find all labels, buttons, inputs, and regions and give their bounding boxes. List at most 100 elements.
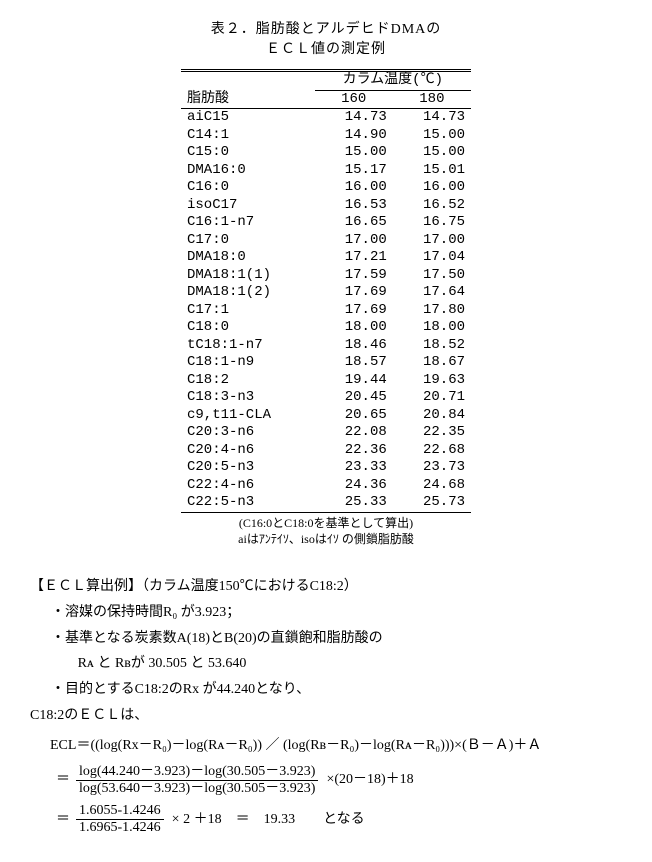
ecl-value-180: 20.71 (393, 389, 471, 407)
table-row: C17:117.6917.80 (181, 302, 471, 320)
table-row: C16:1-n716.6516.75 (181, 214, 471, 232)
fatty-acid-name: DMA18:0 (181, 249, 315, 267)
fatty-acid-name: DMA18:1(1) (181, 267, 315, 285)
ecl-value-180: 18.67 (393, 354, 471, 372)
fatty-acid-name: tC18:1-n7 (181, 337, 315, 355)
ecl-value-160: 15.00 (315, 144, 393, 162)
table-footnote: (C16:0とC18:0を基準として算出) aiはｱﾝﾃｲｿ、isoはｲｿ の側… (181, 515, 471, 547)
ecl-table-wrapper: 脂肪酸 カラム温度(℃) 160 180 aiC1514.7314.73C14:… (181, 69, 471, 547)
ecl-value-160: 19.44 (315, 372, 393, 390)
ecl-value-180: 17.64 (393, 284, 471, 302)
fatty-acid-name: C17:1 (181, 302, 315, 320)
ecl-value-180: 17.00 (393, 232, 471, 250)
ecl-value-180: 22.68 (393, 442, 471, 460)
table-row: C17:017.0017.00 (181, 232, 471, 250)
table-row: C20:3-n622.0822.35 (181, 424, 471, 442)
equals-sign: ＝ (50, 808, 76, 832)
table-row: C20:4-n622.3622.68 (181, 442, 471, 460)
col-header-180: 180 (393, 90, 471, 109)
frac2-tail: × 2 ＋18 ＝ 19.33 となる (172, 808, 365, 832)
table-title: 表２．脂肪酸とアルデヒドDMAの ＥＣＬ値の測定例 (30, 20, 622, 59)
formula-step-2: ＝ 1.6055-1.4246 1.6965-1.4246 × 2 ＋18 ＝ … (50, 803, 622, 836)
fraction-2: 1.6055-1.4246 1.6965-1.4246 (76, 803, 164, 836)
table-row: C18:018.0018.00 (181, 319, 471, 337)
table-row: tC18:1-n718.4618.52 (181, 337, 471, 355)
ecl-value-180: 19.63 (393, 372, 471, 390)
ecl-value-180: 25.73 (393, 494, 471, 512)
frac2-num: 1.6055-1.4246 (76, 803, 164, 820)
title-line-1: 表２．脂肪酸とアルデヒドDMAの (211, 22, 442, 37)
ecl-value-160: 17.00 (315, 232, 393, 250)
ecl-value-160: 24.36 (315, 477, 393, 495)
fatty-acid-name: C18:2 (181, 372, 315, 390)
row-header: 脂肪酸 (181, 71, 315, 109)
ecl-table: 脂肪酸 カラム温度(℃) 160 180 aiC1514.7314.73C14:… (181, 69, 471, 513)
fatty-acid-name: isoC17 (181, 197, 315, 215)
ecl-value-180: 17.50 (393, 267, 471, 285)
ecl-value-160: 16.65 (315, 214, 393, 232)
table-row: C20:5-n323.3323.73 (181, 459, 471, 477)
footnote-1: (C16:0とC18:0を基準として算出) (239, 516, 413, 530)
ecl-value-180: 20.84 (393, 407, 471, 425)
fatty-acid-name: DMA18:1(2) (181, 284, 315, 302)
ecl-value-160: 25.33 (315, 494, 393, 512)
table-row: C18:219.4419.63 (181, 372, 471, 390)
ecl-value-180: 16.00 (393, 179, 471, 197)
table-row: C18:1-n918.5718.67 (181, 354, 471, 372)
table-row: DMA16:015.1715.01 (181, 162, 471, 180)
ecl-value-180: 22.35 (393, 424, 471, 442)
fatty-acid-name: C22:5-n3 (181, 494, 315, 512)
fatty-acid-name: c9,t11-CLA (181, 407, 315, 425)
equals-sign: ＝ (50, 768, 76, 792)
fatty-acid-name: C18:3-n3 (181, 389, 315, 407)
table-row: C14:114.9015.00 (181, 127, 471, 145)
fatty-acid-name: C20:5-n3 (181, 459, 315, 477)
fatty-acid-name: C16:1-n7 (181, 214, 315, 232)
ecl-value-180: 14.73 (393, 109, 471, 127)
calc-l3: ・目的とするC18:2のRx が44.240となり、 (30, 678, 622, 702)
table-row: isoC1716.5316.52 (181, 197, 471, 215)
ecl-value-180: 17.80 (393, 302, 471, 320)
frac1-den: log(53.640－3.923)－log(30.505－3.923) (76, 781, 318, 797)
table-row: C15:015.0015.00 (181, 144, 471, 162)
frac2-den: 1.6965-1.4246 (76, 820, 164, 836)
col-header-160: 160 (315, 90, 393, 109)
ecl-value-180: 15.00 (393, 144, 471, 162)
ecl-value-180: 16.75 (393, 214, 471, 232)
table-row: DMA18:1(1)17.5917.50 (181, 267, 471, 285)
ecl-value-160: 17.69 (315, 302, 393, 320)
ecl-value-160: 20.65 (315, 407, 393, 425)
calc-l1: ・溶媒の保持時間R₀ が3.923； (30, 601, 622, 625)
ecl-value-160: 14.90 (315, 127, 393, 145)
table-row: DMA18:1(2)17.6917.64 (181, 284, 471, 302)
fraction-1: log(44.240－3.923)－log(30.505－3.923) log(… (76, 764, 318, 797)
table-row: C18:3-n320.4520.71 (181, 389, 471, 407)
ecl-value-180: 15.01 (393, 162, 471, 180)
ecl-value-180: 15.00 (393, 127, 471, 145)
footnote-2: aiはｱﾝﾃｲｿ、isoはｲｿ の側鎖脂肪酸 (238, 532, 414, 546)
fatty-acid-name: C22:4-n6 (181, 477, 315, 495)
ecl-value-160: 17.69 (315, 284, 393, 302)
fatty-acid-name: DMA16:0 (181, 162, 315, 180)
calc-example: 【ＥＣＬ算出例】（カラム温度150℃におけるC18:2） ・溶媒の保持時間R₀ … (30, 575, 622, 836)
ecl-value-160: 18.57 (315, 354, 393, 372)
fatty-acid-name: C20:3-n6 (181, 424, 315, 442)
ecl-value-160: 15.17 (315, 162, 393, 180)
table-row: C16:016.0016.00 (181, 179, 471, 197)
ecl-value-160: 20.45 (315, 389, 393, 407)
fatty-acid-name: C20:4-n6 (181, 442, 315, 460)
formula-step-1: ＝ log(44.240－3.923)－log(30.505－3.923) lo… (50, 764, 622, 797)
ecl-value-160: 17.59 (315, 267, 393, 285)
table-row: C22:5-n325.3325.73 (181, 494, 471, 512)
table-row: C22:4-n624.3624.68 (181, 477, 471, 495)
frac1-tail: ×(20－18)＋18 (326, 768, 413, 792)
fatty-acid-name: C18:0 (181, 319, 315, 337)
fatty-acid-name: C15:0 (181, 144, 315, 162)
table-row: aiC1514.7314.73 (181, 109, 471, 127)
ecl-value-180: 24.68 (393, 477, 471, 495)
calc-l2b: Rᴀ と Rʙが 30.505 と 53.640 (30, 652, 622, 676)
ecl-value-180: 18.52 (393, 337, 471, 355)
fatty-acid-name: aiC15 (181, 109, 315, 127)
super-header: カラム温度(℃) (315, 71, 471, 91)
fatty-acid-name: C17:0 (181, 232, 315, 250)
